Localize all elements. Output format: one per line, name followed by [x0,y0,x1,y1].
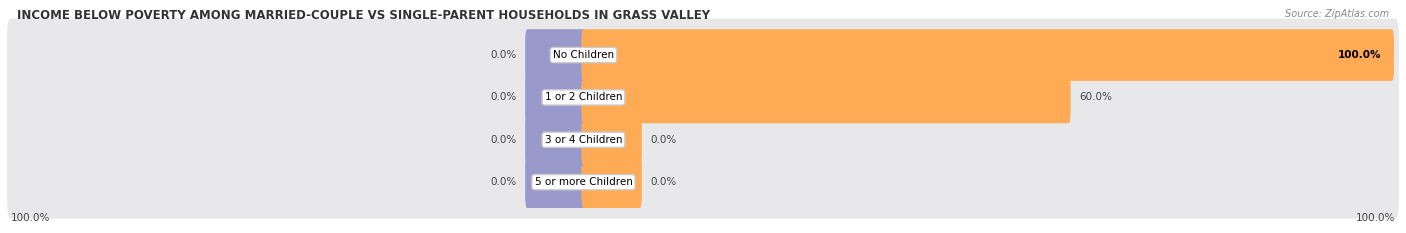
Text: No Children: No Children [553,50,614,60]
Text: 100.0%: 100.0% [1339,50,1381,60]
Text: 0.0%: 0.0% [491,177,517,187]
FancyBboxPatch shape [582,156,643,208]
Text: 0.0%: 0.0% [491,50,517,60]
Text: INCOME BELOW POVERTY AMONG MARRIED-COUPLE VS SINGLE-PARENT HOUSEHOLDS IN GRASS V: INCOME BELOW POVERTY AMONG MARRIED-COUPL… [17,9,710,22]
Text: 0.0%: 0.0% [491,135,517,145]
FancyBboxPatch shape [7,19,1399,92]
Text: 1 or 2 Children: 1 or 2 Children [544,93,623,103]
Text: 0.0%: 0.0% [650,177,676,187]
Text: 3 or 4 Children: 3 or 4 Children [544,135,623,145]
Text: 100.0%: 100.0% [1355,213,1396,223]
Text: 0.0%: 0.0% [491,93,517,103]
Text: Source: ZipAtlas.com: Source: ZipAtlas.com [1285,9,1389,19]
Text: 0.0%: 0.0% [650,135,676,145]
FancyBboxPatch shape [526,114,586,166]
FancyBboxPatch shape [7,146,1399,219]
FancyBboxPatch shape [582,29,1395,81]
FancyBboxPatch shape [582,114,643,166]
FancyBboxPatch shape [526,156,586,208]
Text: 5 or more Children: 5 or more Children [534,177,633,187]
FancyBboxPatch shape [526,72,586,123]
FancyBboxPatch shape [526,29,586,81]
Text: 100.0%: 100.0% [11,213,51,223]
Text: 60.0%: 60.0% [1080,93,1112,103]
FancyBboxPatch shape [7,61,1399,134]
FancyBboxPatch shape [7,103,1399,176]
FancyBboxPatch shape [582,72,1071,123]
